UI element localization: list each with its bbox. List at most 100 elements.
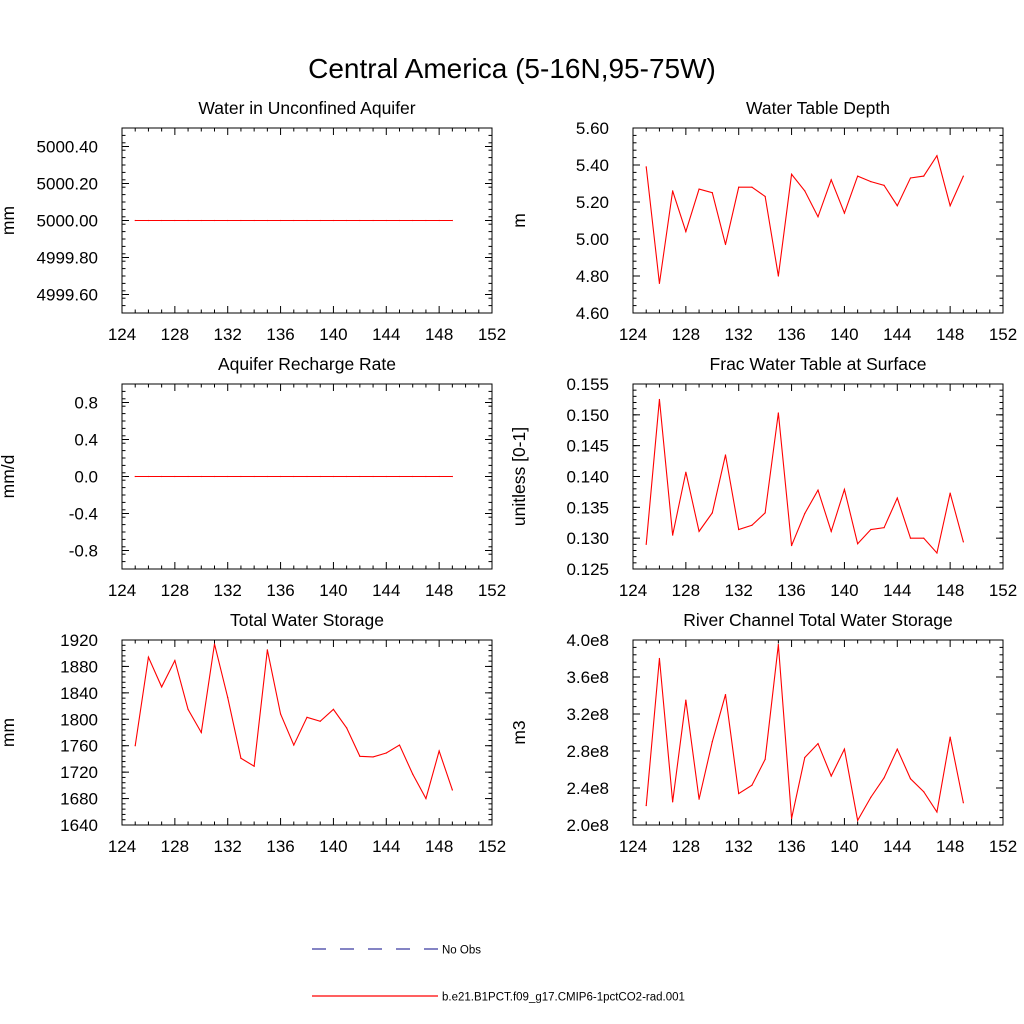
y-tick-label: 4.0e8 bbox=[566, 631, 609, 650]
data-point bbox=[870, 796, 872, 798]
panel-aquifer-recharge-rate: 124 128 132 136 140 144 148 152 -0.8 -0.4 0.0 0.4 0.… bbox=[0, 354, 506, 600]
x-tick-label: 152 bbox=[989, 837, 1017, 856]
x-tick-label: 140 bbox=[830, 837, 858, 856]
x-tick-label: 128 bbox=[161, 581, 189, 600]
data-point bbox=[685, 699, 687, 701]
data-point bbox=[909, 177, 912, 179]
y-tick-label: 0.135 bbox=[566, 498, 609, 517]
y-axis-label: unitless [0-1] bbox=[509, 427, 529, 526]
data-point bbox=[346, 475, 348, 478]
panel-total-water-storage: 124 128 132 136 140 144 148 152 1640 1680 1720 1760… bbox=[0, 610, 506, 856]
panel-water-in-unconfined-aquifer: 124 128 132 136 140 144 148 152 4999.60 4999.80 50… bbox=[0, 98, 506, 344]
data-point bbox=[645, 166, 647, 168]
data-point bbox=[240, 757, 242, 759]
x-tick-label: 144 bbox=[372, 325, 400, 344]
data-point bbox=[332, 708, 335, 710]
data-point bbox=[896, 748, 898, 750]
y-axis-label: m3 bbox=[509, 720, 529, 744]
x-tick-label: 152 bbox=[478, 325, 506, 344]
data-point bbox=[319, 475, 321, 478]
data-point bbox=[438, 750, 440, 752]
data-point bbox=[451, 475, 453, 478]
data-point bbox=[200, 731, 202, 734]
data-point bbox=[293, 219, 295, 222]
data-point bbox=[293, 475, 295, 478]
y-tick-label: 2.0e8 bbox=[566, 816, 609, 835]
data-point bbox=[412, 475, 414, 478]
data-point bbox=[134, 475, 136, 478]
x-tick-label: 128 bbox=[672, 837, 700, 856]
data-point bbox=[711, 512, 713, 514]
x-tick-label: 148 bbox=[936, 581, 964, 600]
panel-title: Frac Water Table at Surface bbox=[710, 354, 927, 374]
y-tick-label: 0.145 bbox=[566, 437, 609, 456]
x-tick-label: 136 bbox=[777, 325, 805, 344]
x-tick-label: 124 bbox=[619, 325, 647, 344]
data-point bbox=[804, 512, 806, 515]
y-tick-label: 0.125 bbox=[566, 560, 609, 579]
x-tick-label: 140 bbox=[319, 581, 347, 600]
y-tick-label: 0.130 bbox=[566, 529, 609, 548]
x-tick-label: 148 bbox=[425, 325, 453, 344]
data-point bbox=[412, 773, 414, 775]
data-point bbox=[240, 219, 242, 222]
y-tick-label: 0.140 bbox=[566, 468, 609, 487]
data-point bbox=[253, 475, 255, 478]
data-point bbox=[896, 205, 898, 207]
data-point bbox=[134, 745, 136, 747]
data-point bbox=[359, 755, 361, 757]
data-point bbox=[359, 475, 361, 478]
data-point bbox=[147, 475, 150, 478]
data-point bbox=[346, 219, 348, 222]
x-tick-label: 132 bbox=[725, 837, 753, 856]
data-point bbox=[883, 184, 885, 186]
x-tick-label: 136 bbox=[266, 837, 294, 856]
data-point bbox=[147, 656, 150, 658]
data-point bbox=[645, 543, 647, 545]
data-point bbox=[738, 186, 740, 188]
data-point bbox=[187, 219, 189, 222]
panel-title: Aquifer Recharge Rate bbox=[218, 354, 396, 374]
data-point bbox=[359, 219, 361, 222]
data-point bbox=[293, 744, 295, 746]
data-point bbox=[266, 649, 268, 651]
plot-frame bbox=[632, 639, 1004, 826]
series-line bbox=[645, 154, 964, 284]
data-point bbox=[672, 801, 674, 803]
data-point bbox=[777, 412, 779, 414]
data-point bbox=[777, 275, 779, 277]
data-point bbox=[346, 727, 348, 729]
x-tick-label: 136 bbox=[266, 325, 294, 344]
y-tick-label: 5.40 bbox=[576, 156, 609, 175]
data-point bbox=[764, 195, 766, 198]
data-point bbox=[857, 819, 859, 821]
data-point bbox=[385, 752, 387, 754]
legend-model-label: b.e21.B1PCT.f09_g17.CMIP6-1pctCO2-rad.00… bbox=[442, 992, 685, 1004]
data-point bbox=[698, 530, 700, 532]
data-point bbox=[790, 544, 793, 547]
x-tick-label: 152 bbox=[478, 837, 506, 856]
data-point bbox=[685, 231, 687, 233]
data-point bbox=[161, 475, 163, 478]
data-point bbox=[200, 475, 202, 478]
data-point bbox=[398, 475, 401, 478]
y-tick-label: 3.2e8 bbox=[566, 705, 609, 724]
data-point bbox=[213, 475, 216, 478]
y-tick-label: 1760 bbox=[60, 737, 98, 756]
data-point bbox=[161, 686, 163, 688]
panel-water-table-depth: 124 128 132 136 140 144 148 152 4.60 4.80 5.00 5.20… bbox=[509, 98, 1017, 344]
data-point bbox=[923, 791, 925, 793]
data-point bbox=[213, 643, 216, 645]
data-point bbox=[658, 657, 661, 660]
y-tick-label: 5.20 bbox=[576, 193, 609, 212]
series-line bbox=[645, 644, 964, 822]
legend: No Obs b.e21.B1PCT.f09_g17.CMIP6-1pctCO2… bbox=[312, 945, 685, 1004]
data-point bbox=[777, 644, 779, 646]
data-point bbox=[790, 173, 793, 175]
data-point bbox=[909, 537, 912, 539]
y-tick-label: 1720 bbox=[60, 763, 98, 782]
data-point bbox=[187, 708, 189, 710]
data-point bbox=[438, 475, 440, 478]
y-axis-label: mm bbox=[0, 206, 18, 235]
data-point bbox=[764, 512, 766, 514]
